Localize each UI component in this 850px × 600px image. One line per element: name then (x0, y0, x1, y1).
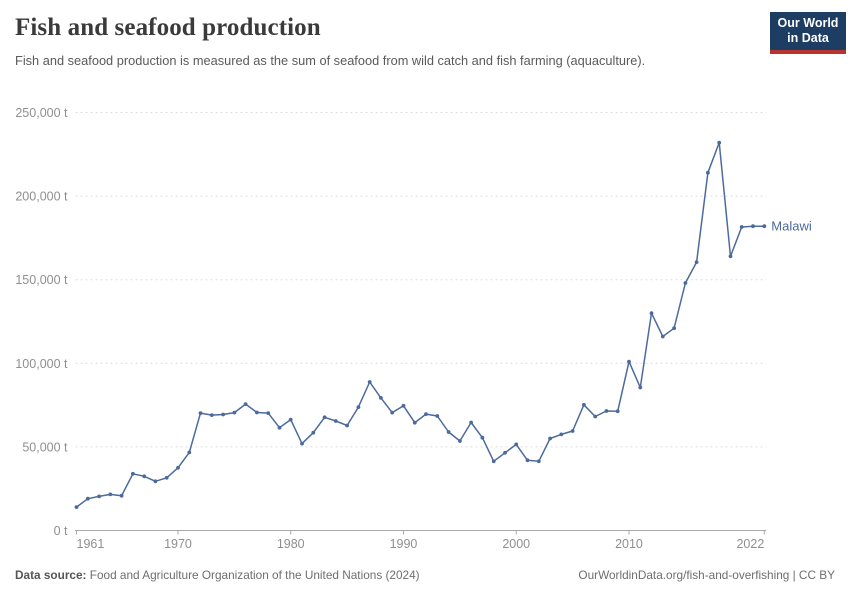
data-point-marker[interactable] (221, 412, 226, 417)
data-point-marker[interactable] (401, 403, 406, 408)
data-point-marker[interactable] (762, 224, 767, 229)
owid-link[interactable]: OurWorldinData.org/fish-and-overfishing … (578, 568, 835, 582)
x-tick-label: 2000 (502, 537, 530, 551)
data-point-marker[interactable] (345, 423, 349, 428)
y-tick-label: 150,000 t (15, 273, 68, 287)
data-point-marker[interactable] (209, 413, 214, 417)
data-point-marker[interactable] (164, 475, 169, 480)
data-point-marker[interactable] (277, 425, 282, 430)
owid-logo[interactable]: Our World in Data (770, 12, 846, 54)
y-tick-label: 250,000 t (15, 106, 68, 120)
data-point-marker[interactable] (593, 414, 598, 419)
chart-subtitle: Fish and seafood production is measured … (15, 53, 646, 68)
x-tick-label: 1961 (77, 537, 105, 551)
data-point-marker[interactable] (412, 420, 417, 425)
data-point-marker[interactable] (672, 326, 676, 331)
data-point-marker[interactable] (255, 410, 259, 415)
series-label-malawi[interactable]: Malawi (771, 219, 812, 234)
x-tick-label: 1980 (277, 537, 305, 551)
y-tick-label: 50,000 t (22, 440, 68, 454)
owid-logo-line2: in Data (787, 31, 829, 45)
data-point-marker[interactable] (187, 450, 192, 455)
data-point-marker[interactable] (458, 439, 462, 443)
data-source-text: Food and Agriculture Organization of the… (86, 568, 420, 582)
data-source-label: Data source: (15, 568, 87, 582)
data-point-marker[interactable] (97, 494, 101, 499)
y-tick-label: 0 t (54, 524, 68, 538)
data-point-marker[interactable] (435, 414, 440, 418)
data-point-marker[interactable] (300, 441, 304, 446)
data-point-marker[interactable] (85, 496, 90, 501)
data-point-marker[interactable] (615, 409, 620, 414)
data-point-marker[interactable] (627, 359, 631, 364)
data-point-marker[interactable] (288, 417, 293, 422)
data-point-marker[interactable] (153, 479, 158, 484)
data-point-marker[interactable] (548, 436, 552, 441)
series-line-malawi[interactable] (76, 141, 765, 508)
data-point-marker[interactable] (322, 415, 327, 420)
data-point-marker[interactable] (333, 419, 338, 423)
data-point-marker[interactable] (638, 385, 643, 390)
data-point-marker[interactable] (243, 402, 248, 406)
data-point-marker[interactable] (469, 420, 473, 425)
y-tick-label: 200,000 t (15, 190, 68, 204)
owid-logo-line1: Our World (777, 15, 839, 30)
data-point-marker[interactable] (131, 471, 135, 476)
data-point-marker[interactable] (514, 442, 519, 447)
data-point-marker[interactable] (356, 405, 361, 409)
data-point-marker[interactable] (706, 170, 710, 175)
data-point-marker[interactable] (728, 254, 733, 259)
data-point-marker[interactable] (74, 505, 79, 509)
data-point-marker[interactable] (536, 459, 541, 464)
data-point-marker[interactable] (683, 281, 688, 285)
data-point-marker[interactable] (311, 430, 316, 435)
data-point-marker[interactable] (446, 430, 451, 434)
data-point-marker[interactable] (559, 432, 564, 437)
data-point-marker[interactable] (108, 492, 113, 497)
data-point-marker[interactable] (176, 465, 180, 470)
data-point-marker[interactable] (694, 260, 699, 264)
data-point-marker[interactable] (198, 411, 203, 415)
chart-title: Fish and seafood production (15, 14, 321, 41)
data-point-marker[interactable] (491, 459, 496, 464)
x-tick-label: 2010 (615, 537, 643, 551)
data-point-marker[interactable] (604, 409, 609, 413)
data-point-marker[interactable] (660, 334, 665, 339)
data-point-marker[interactable] (379, 396, 383, 400)
data-point-marker[interactable] (390, 410, 395, 415)
data-point-marker[interactable] (525, 458, 530, 463)
data-point-marker[interactable] (717, 140, 722, 145)
data-point-marker[interactable] (503, 450, 507, 455)
data-source-note: Data source: Food and Agriculture Organi… (15, 568, 420, 582)
data-point-marker[interactable] (480, 435, 485, 440)
data-point-marker[interactable] (232, 410, 237, 415)
data-point-marker[interactable] (266, 411, 271, 415)
data-point-marker[interactable] (367, 380, 372, 384)
data-point-marker[interactable] (582, 402, 586, 407)
x-tick-label: 1970 (164, 537, 192, 551)
chart-footer: Data source: Food and Agriculture Organi… (15, 568, 835, 582)
x-tick-label: 1990 (390, 537, 418, 551)
data-point-marker[interactable] (424, 412, 428, 416)
data-point-marker[interactable] (751, 224, 755, 229)
x-tick-label: 2022 (736, 537, 764, 551)
data-point-marker[interactable] (119, 493, 124, 498)
data-point-marker[interactable] (739, 225, 744, 229)
y-tick-label: 100,000 t (15, 357, 68, 371)
data-point-marker[interactable] (570, 429, 575, 433)
data-point-marker[interactable] (142, 474, 147, 479)
data-point-marker[interactable] (649, 311, 654, 315)
